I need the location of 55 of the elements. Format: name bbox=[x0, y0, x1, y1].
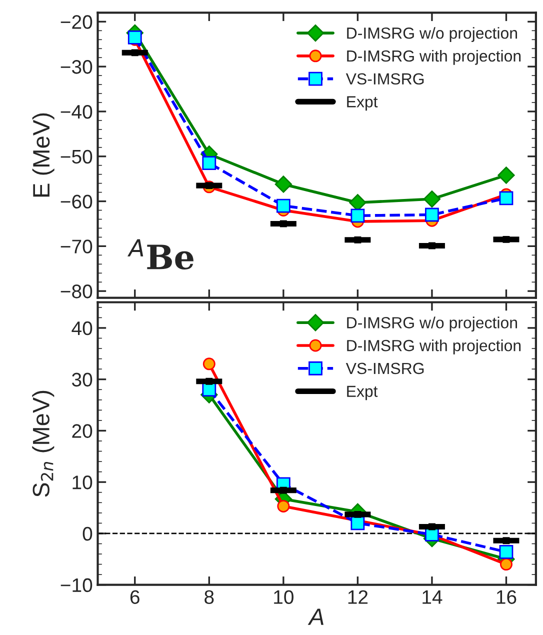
legend-label: Expt bbox=[347, 96, 378, 111]
x-tick-label: 16 bbox=[496, 590, 516, 604]
point bbox=[280, 486, 287, 494]
x-tick-label: 12 bbox=[348, 590, 368, 604]
legend-label: VS-IMSRG bbox=[346, 73, 424, 85]
point bbox=[354, 510, 362, 518]
point bbox=[350, 208, 365, 223]
y-tick-label: −80 bbox=[60, 284, 92, 298]
y-axis-title: S$_{2n}$ (MeV) bbox=[32, 390, 54, 497]
x-tick-label: 14 bbox=[422, 590, 442, 604]
y-tick-label: 40 bbox=[72, 321, 92, 336]
y-tick-label: −60 bbox=[60, 194, 92, 209]
y-tick-label: −40 bbox=[60, 104, 92, 119]
legend-label: VS-IMSRG bbox=[346, 362, 424, 374]
point bbox=[423, 190, 441, 208]
y-tick-label: 20 bbox=[72, 424, 92, 438]
point bbox=[499, 545, 514, 559]
point bbox=[128, 30, 142, 44]
y-axis-title: E (MeV) bbox=[32, 113, 54, 197]
point bbox=[354, 236, 362, 244]
legend-label: Expt bbox=[347, 386, 378, 400]
y-tick-label: −10 bbox=[60, 578, 92, 592]
point bbox=[498, 166, 515, 184]
point bbox=[274, 176, 292, 193]
point bbox=[277, 500, 290, 512]
y-tick-label: 0 bbox=[82, 526, 92, 541]
point bbox=[499, 191, 514, 206]
point bbox=[206, 378, 213, 385]
y-tick-label: −70 bbox=[60, 240, 92, 254]
point bbox=[280, 220, 287, 228]
point bbox=[502, 236, 510, 243]
legend-label: D-IMSRG w/o projection bbox=[347, 316, 517, 332]
y-tick-label: 30 bbox=[72, 372, 92, 387]
point bbox=[502, 537, 510, 544]
x-tick-label: 6 bbox=[130, 590, 140, 604]
annotation: $^{A}$Be bbox=[127, 239, 194, 270]
point bbox=[500, 558, 512, 571]
y-tick-label: −50 bbox=[60, 150, 92, 164]
point bbox=[131, 49, 138, 56]
point bbox=[202, 358, 216, 370]
point bbox=[276, 198, 290, 213]
legend-label: D-IMSRG w/o projection bbox=[347, 27, 517, 42]
legend-label: D-IMSRG with projection bbox=[347, 340, 521, 354]
y-tick-label: 10 bbox=[72, 476, 92, 490]
point bbox=[428, 242, 436, 250]
point bbox=[425, 208, 439, 222]
x-tick-label: 10 bbox=[274, 590, 294, 604]
point bbox=[202, 156, 216, 170]
legend-label: D-IMSRG with projection bbox=[347, 50, 521, 65]
y-tick-label: −30 bbox=[60, 60, 92, 74]
x-tick-label: 8 bbox=[204, 590, 214, 604]
y-tick-label: −20 bbox=[60, 15, 92, 29]
point bbox=[428, 523, 436, 530]
point bbox=[350, 516, 365, 530]
x-axis-title: A bbox=[308, 608, 324, 625]
